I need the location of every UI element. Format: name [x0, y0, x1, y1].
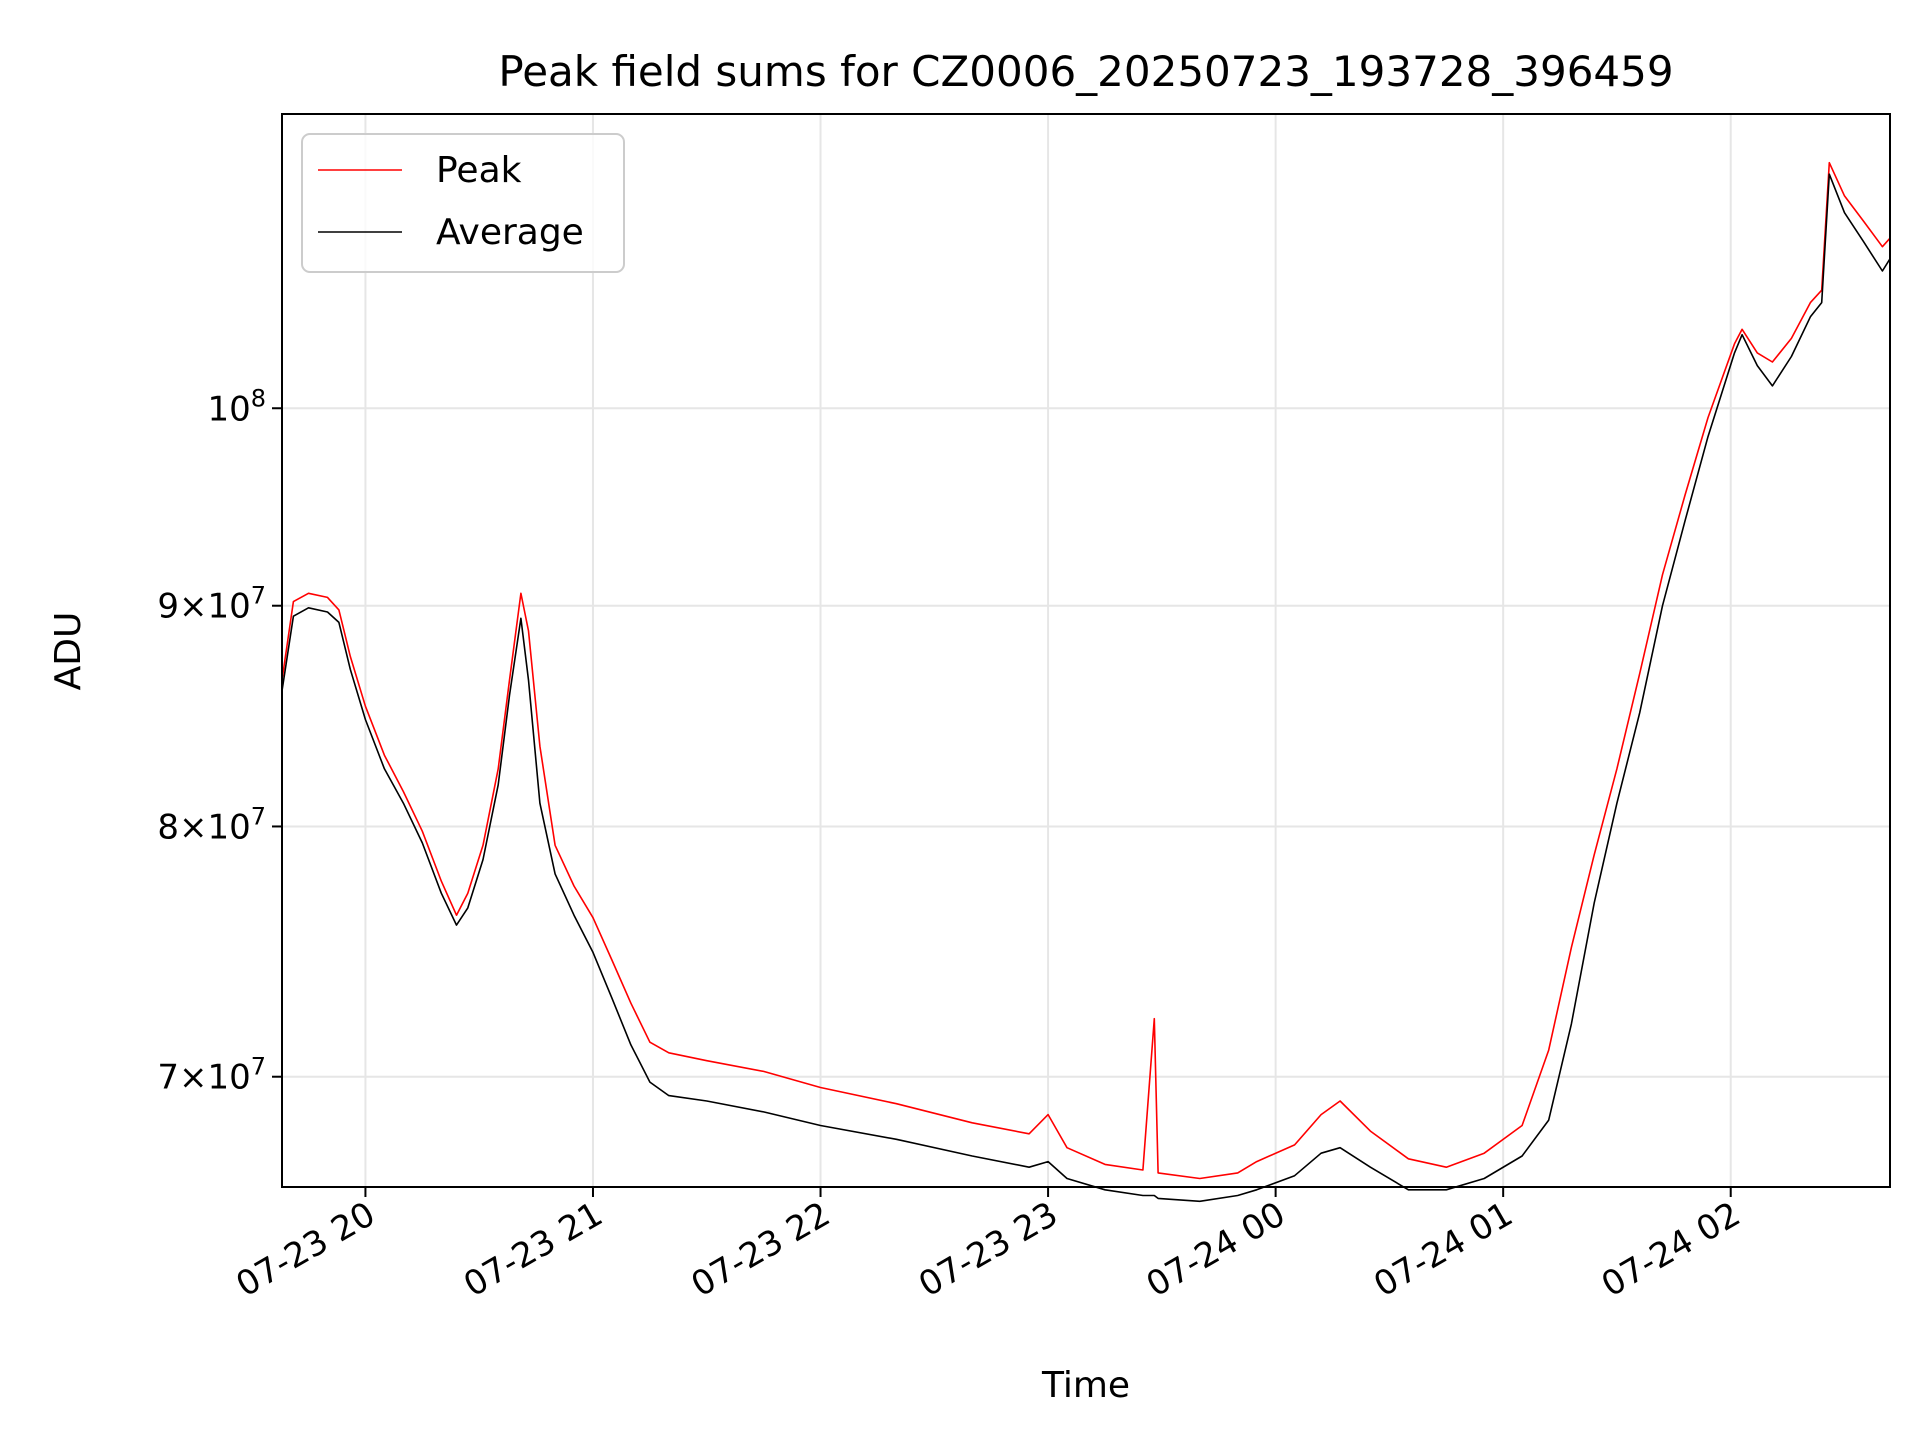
series-line-peak — [281, 161, 1891, 1180]
legend-box — [301, 133, 625, 273]
y-tick-label: 108 — [207, 384, 266, 429]
plot-background — [282, 114, 1890, 1187]
y-tick-label: 8×107 — [157, 802, 266, 847]
y-tick-label: 9×107 — [157, 582, 266, 627]
plot-frame — [281, 113, 1891, 1188]
x-axis-label: Time — [1041, 1365, 1130, 1406]
legend-label-peak: Peak — [436, 150, 522, 191]
legend-label-average: Average — [436, 212, 584, 253]
chart-title: Peak field sums for CZ0006_20250723_1937… — [498, 47, 1673, 96]
grid-layer — [282, 114, 1890, 1187]
legend: Peak Average — [301, 133, 625, 273]
y-tick-label: 7×107 — [157, 1053, 266, 1098]
y-axis-label: ADU — [48, 612, 89, 691]
series-line-average — [281, 173, 1891, 1203]
y-axis: 7×107 8×107 9×107 108 — [157, 384, 282, 1098]
series-layer — [281, 161, 1891, 1203]
